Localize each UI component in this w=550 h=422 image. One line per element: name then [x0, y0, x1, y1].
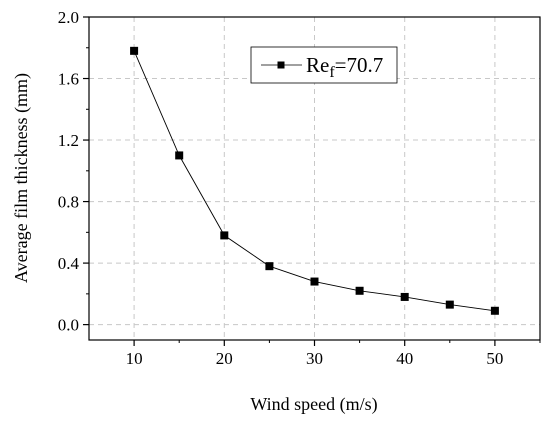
x-axis: 10 20 30 40 50: [126, 340, 541, 368]
legend: Ref=70.7: [250, 46, 398, 84]
data-point-marker: [400, 292, 409, 301]
legend-label: Ref=70.7: [306, 53, 383, 81]
y-tick-label: 0.0: [58, 316, 79, 335]
x-tick-label: 30: [306, 349, 323, 368]
legend-marker: [277, 61, 285, 69]
x-axis-label: Wind speed (m/s): [250, 394, 377, 415]
x-tick-label: 50: [486, 349, 503, 368]
y-axis: 0.0 0.4 0.8 1.2 1.6 2.0: [58, 8, 89, 335]
data-point-marker: [220, 231, 229, 240]
legend-label-main: Re: [306, 53, 329, 77]
y-tick-label: 2.0: [58, 8, 79, 27]
x-tick-label: 10: [126, 349, 143, 368]
data-point-marker: [175, 151, 184, 160]
data-point-marker: [445, 300, 454, 309]
x-tick-label: 20: [216, 349, 233, 368]
legend-label-subscript: f: [329, 64, 335, 81]
data-point-marker: [265, 262, 274, 271]
legend-label-suffix: =70.7: [335, 53, 384, 77]
y-tick-label: 1.6: [58, 70, 79, 89]
y-tick-label: 1.2: [58, 131, 79, 150]
y-tick-label: 0.8: [58, 193, 79, 212]
data-point-marker: [355, 286, 364, 295]
y-axis-label: Average film thickness (mm): [11, 73, 32, 283]
data-point-marker: [490, 306, 499, 315]
data-point-marker: [310, 277, 319, 286]
data-point-marker: [130, 46, 139, 55]
series-markers: [130, 46, 499, 315]
y-tick-label: 0.4: [58, 254, 80, 273]
x-tick-label: 40: [396, 349, 413, 368]
